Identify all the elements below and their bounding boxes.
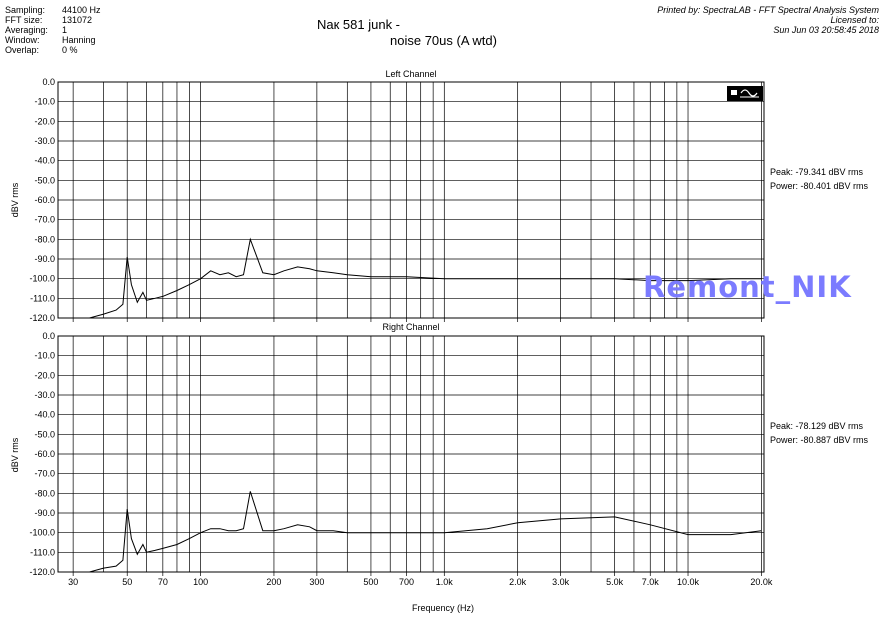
right-power: Power: -80.887 dBV rms	[770, 435, 869, 445]
y-tick-label: -80.0	[34, 488, 55, 498]
scope-toolbar-icon[interactable]	[727, 86, 763, 101]
y-tick-label: -90.0	[34, 254, 55, 264]
setting-value: Hanning	[62, 35, 96, 45]
x-tick-label: 30	[68, 577, 78, 587]
left-stats: Peak: -79.341 dBV rms Power: -80.401 dBV…	[770, 165, 868, 193]
chart-title-line2: noise 70us (A wtd)	[390, 33, 497, 48]
left-power: Power: -80.401 dBV rms	[770, 181, 869, 191]
y-tick-label: -110.0	[30, 293, 55, 303]
y-tick-label: -50.0	[34, 429, 55, 439]
y-tick-label: -60.0	[34, 195, 55, 205]
setting-value: 1	[62, 25, 68, 35]
right-stats: Peak: -78.129 dBV rms Power: -80.887 dBV…	[770, 419, 868, 447]
y-tick-label: -120.0	[29, 567, 55, 577]
x-tick-label: 700	[399, 577, 414, 587]
chart-title-line1: Naк 581 junk -	[317, 17, 401, 32]
y-tick-label: -60.0	[34, 449, 55, 459]
y-tick-label: -10.0	[34, 97, 55, 107]
setting-value: 0 %	[62, 45, 78, 55]
y-tick-label: -40.0	[34, 410, 55, 420]
waveform-icon	[731, 89, 759, 98]
y-tick-label: 0.0	[42, 331, 55, 341]
left-peak: Peak: -79.341 dBV rms	[770, 167, 864, 177]
y-tick-label: -110.0	[30, 547, 55, 557]
print-date: Sun Jun 03 20:58:45 2018	[773, 25, 879, 35]
printed-by-text: Printed by: SpectraLAB - FFT Spectral An…	[657, 5, 879, 15]
y-tick-label: -10.0	[34, 351, 55, 361]
right-peak: Peak: -78.129 dBV rms	[770, 421, 864, 431]
x-tick-label: 300	[309, 577, 324, 587]
x-tick-label: 1.0k	[436, 577, 454, 587]
y-tick-label: -30.0	[34, 136, 55, 146]
x-axis-label: Frequency (Hz)	[411, 603, 474, 613]
y-tick-label: -100.0	[29, 274, 55, 284]
x-tick-label: 2.0k	[509, 577, 527, 587]
x-tick-label: 20.0k	[750, 577, 773, 587]
y-tick-label: -40.0	[34, 156, 55, 166]
right-channel-title: Right Channel	[382, 322, 440, 332]
y-tick-label: -20.0	[34, 370, 55, 380]
y-tick-label: 0.0	[42, 77, 55, 87]
analysis-settings: Sampling: 44100 Hz FFT size: 131072 Averagin…	[5, 5, 101, 55]
setting-label: FFT size:	[5, 15, 43, 25]
licensed-text: Licensed to:	[830, 15, 879, 25]
setting-value: 131072	[62, 15, 93, 25]
y-tick-label: -80.0	[34, 234, 55, 244]
setting-label: Window:	[5, 35, 40, 45]
setting-label: Sampling:	[5, 5, 46, 15]
y-tick-label: -100.0	[29, 528, 55, 538]
x-tick-label: 200	[266, 577, 281, 587]
x-tick-label: 7.0k	[642, 577, 660, 587]
x-tick-label: 5.0k	[606, 577, 624, 587]
left-channel-title: Left Channel	[385, 69, 437, 79]
spectrum-line	[73, 237, 762, 319]
watermark: Remont_NIK	[643, 270, 852, 304]
x-tick-label: 3.0k	[552, 577, 570, 587]
x-tick-label: 100	[193, 577, 208, 587]
y-tick-label: -50.0	[34, 175, 55, 185]
y-tick-label: -120.0	[29, 313, 55, 323]
y-tick-label: -90.0	[34, 508, 55, 518]
spectrum-line	[73, 491, 762, 573]
y-tick-label: -30.0	[34, 390, 55, 400]
x-tick-label: 10.0k	[677, 577, 700, 587]
setting-label: Averaging:	[5, 25, 48, 35]
x-tick-label: 500	[363, 577, 378, 587]
x-tick-label: 50	[122, 577, 132, 587]
setting-label: Overlap:	[5, 45, 40, 55]
setting-value: 44100 Hz	[62, 5, 101, 15]
x-tick-label: 70	[158, 577, 168, 587]
y-tick-label: -70.0	[34, 469, 55, 479]
y-tick-label: -20.0	[34, 116, 55, 126]
y-tick-label: -70.0	[34, 215, 55, 225]
printed-by-block: Printed by: SpectraLAB - FFT Spectral An…	[657, 5, 879, 35]
